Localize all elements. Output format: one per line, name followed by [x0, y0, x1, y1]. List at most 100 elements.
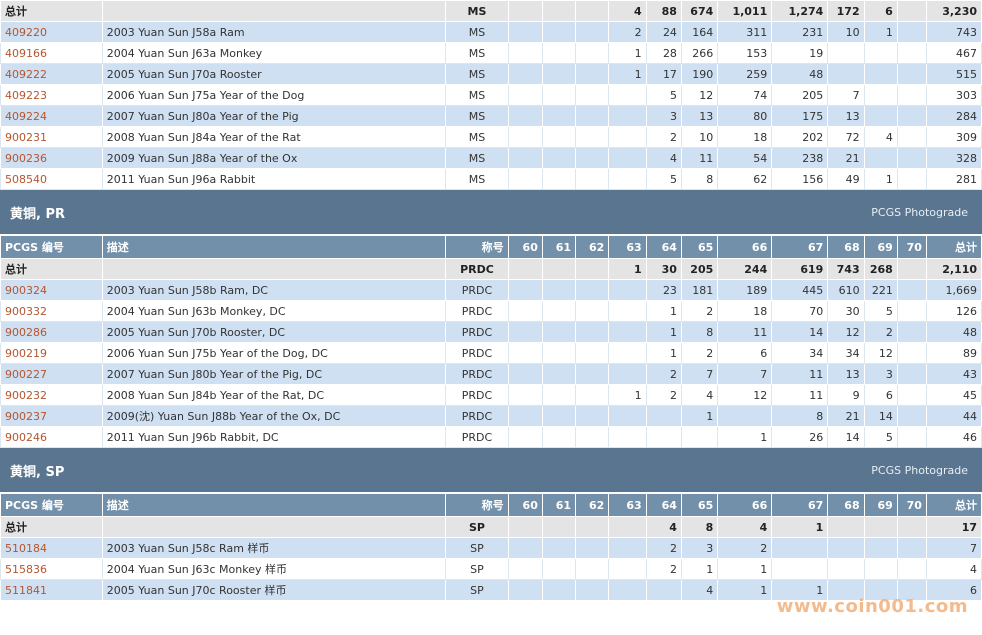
grade-count-61: [541, 342, 577, 364]
total-grade-61: [541, 516, 577, 538]
grade-count-62: [575, 84, 610, 106]
col-header-desig: 称号: [445, 493, 509, 517]
grade-count-63: [608, 147, 647, 169]
grade-count-70: [896, 300, 927, 322]
total-label: 总计: [0, 516, 103, 538]
table-row: 409223 2006 Yuan Sun J75a Year of the Dog…: [0, 84, 982, 106]
grade-count-68: 34: [827, 342, 865, 364]
grade-count-61: [541, 405, 577, 427]
pcgs-number-link[interactable]: 900236: [0, 147, 103, 169]
grade-count-61: [541, 426, 577, 448]
grade-count-64: 5: [645, 168, 682, 190]
grade-count-62: [575, 426, 610, 448]
table-row: 900324 2003 Yuan Sun J58b Ram, DC PRDC 23 18…: [0, 279, 982, 301]
grade-count-62: [575, 384, 610, 406]
pcgs-number-link[interactable]: 900286: [0, 321, 103, 343]
col-header-65: 65: [680, 493, 719, 517]
pcgs-number-link[interactable]: 515836: [0, 558, 103, 580]
pcgs-number-link[interactable]: 409220: [0, 21, 103, 43]
total-label: 总计: [0, 0, 103, 22]
grade-count-63: [608, 279, 647, 301]
grade-count-68: [827, 42, 865, 64]
total-desc-cell: [101, 258, 447, 280]
grade-count-66: 6: [717, 342, 773, 364]
total-desig: PRDC: [445, 258, 509, 280]
grade-count-60: [507, 126, 543, 148]
grade-count-61: [541, 126, 577, 148]
grade-count-65: 10: [680, 126, 719, 148]
grade-count-66: 259: [717, 63, 773, 85]
pcgs-number-link[interactable]: 409166: [0, 42, 103, 64]
pcgs-number-link[interactable]: 900332: [0, 300, 103, 322]
population-report: 总计 MS 4 88 674 1,011 1,274 172 6 3,230 409220 2003 …: [0, 0, 982, 601]
pcgs-number-link[interactable]: 409222: [0, 63, 103, 85]
grade-count-63: [608, 579, 647, 601]
grade-count-63: 1: [608, 42, 647, 64]
pcgs-number-link[interactable]: 508540: [0, 168, 103, 190]
coin-description: 2005 Yuan Sun J70a Rooster: [101, 63, 447, 85]
row-total: 45: [925, 384, 982, 406]
grade-count-63: 1: [608, 63, 647, 85]
total-grade-66: 1,011: [717, 0, 773, 22]
grade-count-67: 14: [771, 321, 829, 343]
pcgs-number-link[interactable]: 510184: [0, 537, 103, 559]
grade-count-66: 1: [717, 426, 773, 448]
grade-count-67: 205: [771, 84, 829, 106]
total-grade-70: [896, 258, 927, 280]
col-header-67: 67: [771, 493, 829, 517]
grade-count-66: 2: [717, 537, 773, 559]
grade-count-69: 1: [863, 21, 898, 43]
grade-count-61: [541, 147, 577, 169]
grade-count-64: 5: [645, 84, 682, 106]
pcgs-number-link[interactable]: 900246: [0, 426, 103, 448]
grade-count-62: [575, 363, 610, 385]
grade-count-65: 164: [680, 21, 719, 43]
coin-description: 2008 Yuan Sun J84b Year of the Rat, DC: [101, 384, 447, 406]
photograde-link[interactable]: PCGS Photograde: [871, 205, 968, 219]
grade-count-61: [541, 168, 577, 190]
grade-count-68: 49: [827, 168, 865, 190]
grade-count-61: [541, 579, 577, 601]
pcgs-number-link[interactable]: 900227: [0, 363, 103, 385]
grade-count-68: 13: [827, 363, 865, 385]
designation: PRDC: [445, 342, 509, 364]
total-grade-64: 88: [645, 0, 682, 22]
total-grade-63: 4: [608, 0, 647, 22]
coin-description: 2005 Yuan Sun J70c Rooster 样币: [101, 579, 447, 601]
grade-count-69: [863, 537, 898, 559]
pcgs-number-link[interactable]: 900219: [0, 342, 103, 364]
grade-count-68: 9: [827, 384, 865, 406]
grade-count-64: 2: [645, 384, 682, 406]
row-total: 44: [925, 405, 982, 427]
coin-description: 2004 Yuan Sun J63a Monkey: [101, 42, 447, 64]
grade-count-67: 19: [771, 42, 829, 64]
pcgs-number-link[interactable]: 900237: [0, 405, 103, 427]
grade-count-65: 13: [680, 105, 719, 127]
coin-description: 2004 Yuan Sun J63b Monkey, DC: [101, 300, 447, 322]
designation: MS: [445, 147, 509, 169]
coin-description: 2007 Yuan Sun J80b Year of the Pig, DC: [101, 363, 447, 385]
watermark: www.coin001.com: [776, 596, 968, 617]
col-header-68: 68: [827, 493, 865, 517]
photograde-link[interactable]: PCGS Photograde: [871, 463, 968, 477]
pcgs-number-link[interactable]: 900232: [0, 384, 103, 406]
pcgs-number-link[interactable]: 409224: [0, 105, 103, 127]
coin-description: 2009 Yuan Sun J88a Year of the Ox: [101, 147, 447, 169]
pcgs-number-link[interactable]: 409223: [0, 84, 103, 106]
total-row: 总计 PRDC 1 30 205 244 619 743 268 2,110: [0, 258, 982, 280]
grade-count-63: 1: [608, 384, 647, 406]
grade-count-68: 610: [827, 279, 865, 301]
pcgs-number-link[interactable]: 900231: [0, 126, 103, 148]
pcgs-number-link[interactable]: 511841: [0, 579, 103, 601]
grade-count-65: 4: [680, 384, 719, 406]
grade-count-70: [896, 579, 927, 601]
total-grade-69: [863, 516, 898, 538]
grade-count-63: [608, 84, 647, 106]
grade-count-69: 5: [863, 300, 898, 322]
row-total: 309: [925, 126, 982, 148]
grade-count-66: 11: [717, 321, 773, 343]
grade-count-70: [896, 558, 927, 580]
grade-count-66: 18: [717, 126, 773, 148]
pcgs-number-link[interactable]: 900324: [0, 279, 103, 301]
grade-count-68: 21: [827, 405, 865, 427]
